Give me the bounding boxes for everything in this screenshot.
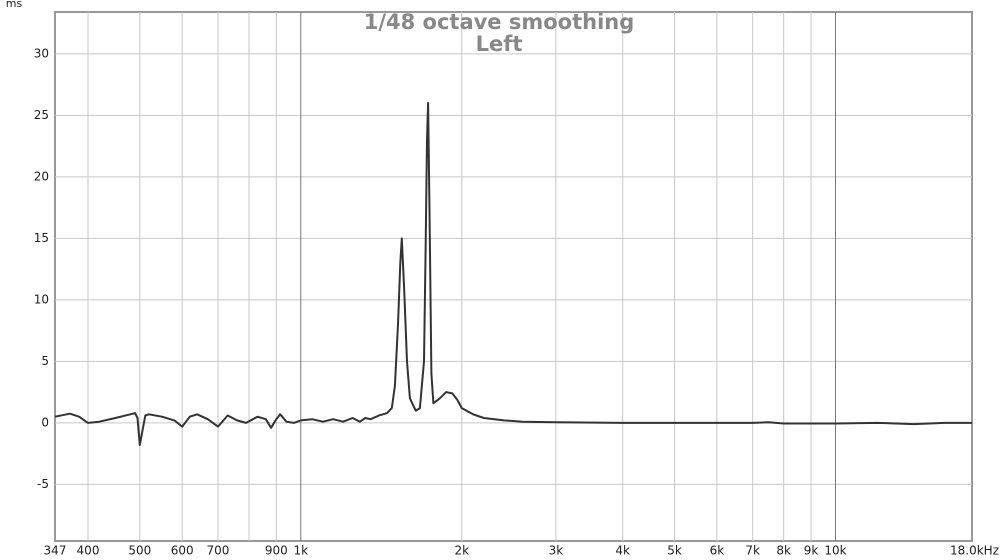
y-tick-label: 25 — [34, 108, 49, 122]
chart-title: 1/48 octave smoothing — [364, 10, 635, 34]
x-tick-label: 7k — [745, 544, 760, 558]
y-axis-label: ms — [6, 0, 23, 10]
y-tick-label: 20 — [34, 169, 49, 183]
x-tick-label: 700 — [207, 544, 230, 558]
data-line — [54, 102, 972, 446]
x-tick-label: 1k — [293, 544, 308, 558]
x-tick-label: 600 — [171, 544, 194, 558]
x-tick-label: 6k — [710, 544, 725, 558]
y-tick-label: 0 — [41, 415, 49, 429]
x-tick-label: 18.0kHz — [950, 544, 999, 558]
x-tick-label: 8k — [776, 544, 791, 558]
y-tick-label: -5 — [37, 477, 49, 491]
x-tick-label: 5k — [667, 544, 682, 558]
x-tick-label: 900 — [265, 544, 288, 558]
x-tick-label: 2k — [454, 544, 469, 558]
x-tick-label: 10k — [824, 544, 846, 558]
x-tick-label: 347 — [44, 544, 67, 558]
y-tick-label: 5 — [41, 354, 49, 368]
y-tick-label: 10 — [34, 292, 49, 306]
x-tick-label: 500 — [128, 544, 151, 558]
plot-frame — [54, 11, 973, 542]
x-tick-label: 4k — [615, 544, 630, 558]
x-tick-label: 400 — [77, 544, 100, 558]
x-tick-label: 9k — [804, 544, 819, 558]
x-tick-label: 3k — [549, 544, 564, 558]
y-tick-label: 15 — [34, 231, 49, 245]
chart-subtitle: Left — [476, 32, 523, 56]
y-tick-label: 30 — [34, 46, 49, 60]
